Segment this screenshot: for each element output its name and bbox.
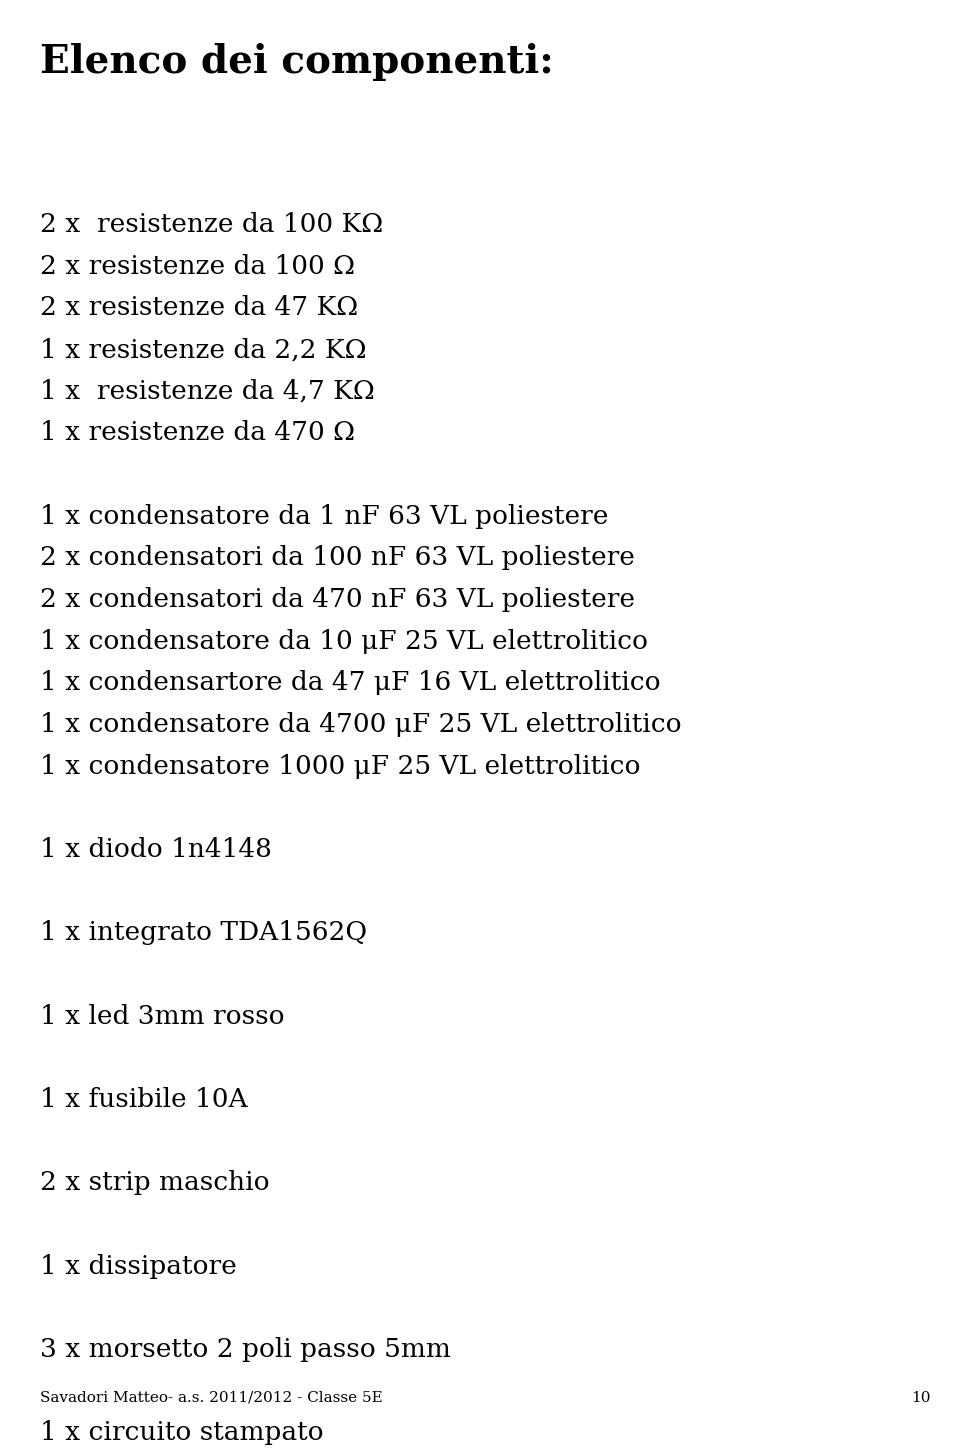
Text: 2 x condensatori da 100 nF 63 VL poliestere: 2 x condensatori da 100 nF 63 VL poliest… <box>40 546 636 571</box>
Text: 1 x led 3mm rosso: 1 x led 3mm rosso <box>40 1003 285 1028</box>
Text: 2 x strip maschio: 2 x strip maschio <box>40 1170 270 1196</box>
Text: 1 x circuito stampato: 1 x circuito stampato <box>40 1420 324 1445</box>
Text: 2 x resistenze da 47 KΩ: 2 x resistenze da 47 KΩ <box>40 295 359 320</box>
Text: 1 x integrato TDA1562Q: 1 x integrato TDA1562Q <box>40 921 368 946</box>
Text: 1 x resistenze da 470 Ω: 1 x resistenze da 470 Ω <box>40 420 355 446</box>
Text: 1 x condensartore da 47 μF 16 VL elettrolitico: 1 x condensartore da 47 μF 16 VL elettro… <box>40 670 660 695</box>
Text: 1 x  resistenze da 4,7 KΩ: 1 x resistenze da 4,7 KΩ <box>40 379 375 404</box>
Text: Elenco dei componenti:: Elenco dei componenti: <box>40 43 554 81</box>
Text: 1 x condensatore da 4700 μF 25 VL elettrolitico: 1 x condensatore da 4700 μF 25 VL elettr… <box>40 712 682 737</box>
Text: 10: 10 <box>911 1390 930 1405</box>
Text: 2 x resistenze da 100 Ω: 2 x resistenze da 100 Ω <box>40 253 355 278</box>
Text: Savadori Matteo- a.s. 2011/2012 - Classe 5E: Savadori Matteo- a.s. 2011/2012 - Classe… <box>40 1390 383 1405</box>
Text: 1 x fusibile 10A: 1 x fusibile 10A <box>40 1087 248 1112</box>
Text: 1 x diodo 1n4148: 1 x diodo 1n4148 <box>40 837 273 862</box>
Text: 2 x condensatori da 470 nF 63 VL poliestere: 2 x condensatori da 470 nF 63 VL poliest… <box>40 586 636 613</box>
Text: 2 x  resistenze da 100 KΩ: 2 x resistenze da 100 KΩ <box>40 211 384 237</box>
Text: 1 x condensatore da 1 nF 63 VL poliestere: 1 x condensatore da 1 nF 63 VL poliester… <box>40 504 609 529</box>
Text: 1 x condensatore 1000 μF 25 VL elettrolitico: 1 x condensatore 1000 μF 25 VL elettroli… <box>40 754 641 779</box>
Text: 3 x morsetto 2 poli passo 5mm: 3 x morsetto 2 poli passo 5mm <box>40 1337 451 1363</box>
Text: 1 x condensatore da 10 μF 25 VL elettrolitico: 1 x condensatore da 10 μF 25 VL elettrol… <box>40 628 648 653</box>
Text: 1 x dissipatore: 1 x dissipatore <box>40 1254 237 1279</box>
Text: 1 x resistenze da 2,2 KΩ: 1 x resistenze da 2,2 KΩ <box>40 337 367 362</box>
